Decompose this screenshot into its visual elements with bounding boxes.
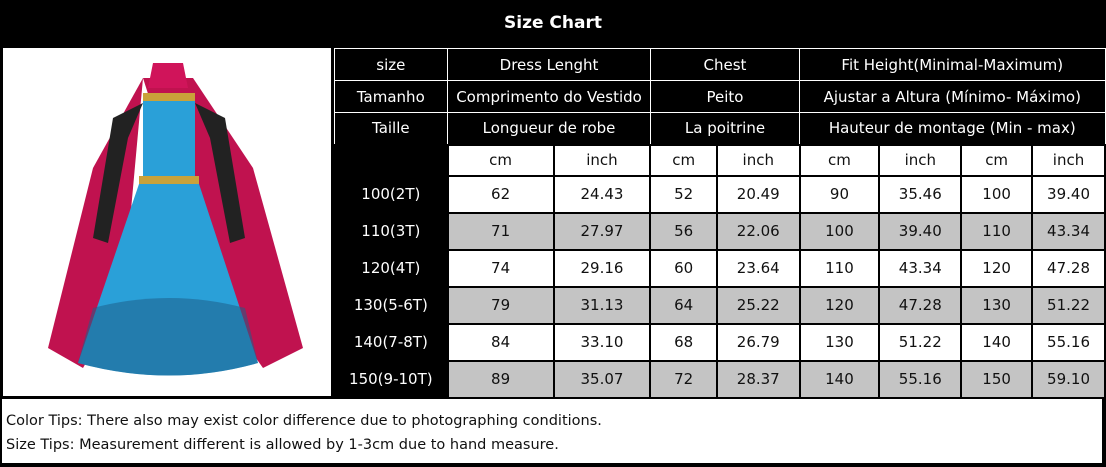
size-cell: 140(7-8T)	[333, 322, 449, 362]
header-dress-length: Comprimento do Vestido	[447, 80, 651, 113]
size-cell: 110(3T)	[333, 211, 449, 251]
product-image	[3, 48, 331, 396]
header-size: size	[333, 48, 449, 81]
unit-cell: inch	[1031, 143, 1106, 177]
value-cell: 26.79	[715, 322, 801, 362]
table-row: 110(3T) 71 27.97 56 22.06 100 39.40 110 43.34	[333, 211, 1106, 251]
value-cell: 64	[649, 285, 718, 325]
color-tip: Color Tips: There also may exist color d…	[6, 413, 602, 429]
value-cell: 100	[798, 211, 881, 251]
value-cell: 110	[798, 248, 881, 288]
value-cell: 27.97	[552, 211, 652, 251]
value-cell: 31.13	[552, 285, 652, 325]
header-row-en: size Dress Lenght Chest Fit Height(Minim…	[333, 48, 1106, 81]
header-fit-height: Ajustar a Altura (Mínimo- Máximo)	[799, 80, 1106, 113]
value-cell: 20.49	[715, 174, 801, 214]
size-tip: Size Tips: Measurement different is allo…	[6, 437, 559, 453]
tips: Color Tips: There also may exist color d…	[0, 397, 1104, 465]
value-cell: 130	[798, 322, 881, 362]
value-cell: 52	[649, 174, 718, 214]
value-cell: 23.64	[715, 248, 801, 288]
size-cell: 120(4T)	[333, 248, 449, 288]
table-row: 130(5-6T) 79 31.13 64 25.22 120 47.28 130 51.22	[333, 285, 1106, 325]
unit-cell: cm	[446, 143, 555, 177]
table-row: 100(2T) 62 24.43 52 20.49 90 35.46 100 39.40	[333, 174, 1106, 214]
header-size: Tamanho	[333, 80, 449, 113]
value-cell: 130	[960, 285, 1034, 325]
value-cell: 43.34	[878, 248, 963, 288]
header-chest: La poitrine	[649, 112, 801, 145]
header-fit-height: Hauteur de montage (Min - max)	[799, 112, 1106, 145]
value-cell: 100	[960, 174, 1034, 214]
value-cell: 33.10	[552, 322, 652, 362]
value-cell: 150	[960, 359, 1034, 399]
size-cell: 100(2T)	[333, 174, 449, 214]
value-cell: 55.16	[1031, 322, 1106, 362]
header-dress-length: Longueur de robe	[447, 112, 651, 145]
value-cell: 22.06	[715, 211, 801, 251]
value-cell: 51.22	[878, 322, 963, 362]
unit-cell: inch	[715, 143, 801, 177]
value-cell: 39.40	[1031, 174, 1106, 214]
value-cell: 71	[446, 211, 555, 251]
units-row: cm inch cm inch cm inch cm inch	[333, 143, 1106, 177]
value-cell: 47.28	[1031, 248, 1106, 288]
value-cell: 72	[649, 359, 718, 399]
value-cell: 29.16	[552, 248, 652, 288]
header-row-pt: Tamanho Comprimento do Vestido Peito Aju…	[333, 80, 1106, 113]
value-cell: 55.16	[878, 359, 963, 399]
value-cell: 28.37	[715, 359, 801, 399]
chart-title: Size Chart	[504, 13, 602, 33]
value-cell: 90	[798, 174, 881, 214]
value-cell: 110	[960, 211, 1034, 251]
unit-cell: cm	[798, 143, 881, 177]
unit-cell: inch	[878, 143, 963, 177]
value-cell: 25.22	[715, 285, 801, 325]
value-cell: 43.34	[1031, 211, 1106, 251]
value-cell: 140	[798, 359, 881, 399]
value-cell: 24.43	[552, 174, 652, 214]
header-fit-height: Fit Height(Minimal-Maximum)	[799, 48, 1106, 81]
value-cell: 79	[446, 285, 555, 325]
value-cell: 59.10	[1031, 359, 1106, 399]
units-blank	[333, 143, 449, 177]
header-row-fr: Taille Longueur de robe La poitrine Haut…	[333, 112, 1106, 145]
size-table: size Dress Lenght Chest Fit Height(Minim…	[333, 48, 1106, 399]
table-row: 120(4T) 74 29.16 60 23.64 110 43.34 120 47.28	[333, 248, 1106, 288]
unit-cell: cm	[960, 143, 1034, 177]
unit-cell: inch	[552, 143, 652, 177]
value-cell: 56	[649, 211, 718, 251]
header-chest: Chest	[649, 48, 801, 81]
header-chest: Peito	[649, 80, 801, 113]
size-cell: 150(9-10T)	[333, 359, 449, 399]
value-cell: 60	[649, 248, 718, 288]
value-cell: 140	[960, 322, 1034, 362]
table-row: 140(7-8T) 84 33.10 68 26.79 130 51.22 140 55.16	[333, 322, 1106, 362]
value-cell: 51.22	[1031, 285, 1106, 325]
header-size: Taille	[333, 112, 449, 145]
header-dress-length: Dress Lenght	[447, 48, 651, 81]
value-cell: 74	[446, 248, 555, 288]
value-cell: 62	[446, 174, 555, 214]
value-cell: 84	[446, 322, 555, 362]
value-cell: 120	[960, 248, 1034, 288]
value-cell: 35.46	[878, 174, 963, 214]
value-cell: 47.28	[878, 285, 963, 325]
size-cell: 130(5-6T)	[333, 285, 449, 325]
value-cell: 35.07	[552, 359, 652, 399]
value-cell: 39.40	[878, 211, 963, 251]
unit-cell: cm	[649, 143, 718, 177]
value-cell: 89	[446, 359, 555, 399]
value-cell: 120	[798, 285, 881, 325]
table-row: 150(9-10T) 89 35.07 72 28.37 140 55.16 150 59.10	[333, 359, 1106, 399]
value-cell: 68	[649, 322, 718, 362]
